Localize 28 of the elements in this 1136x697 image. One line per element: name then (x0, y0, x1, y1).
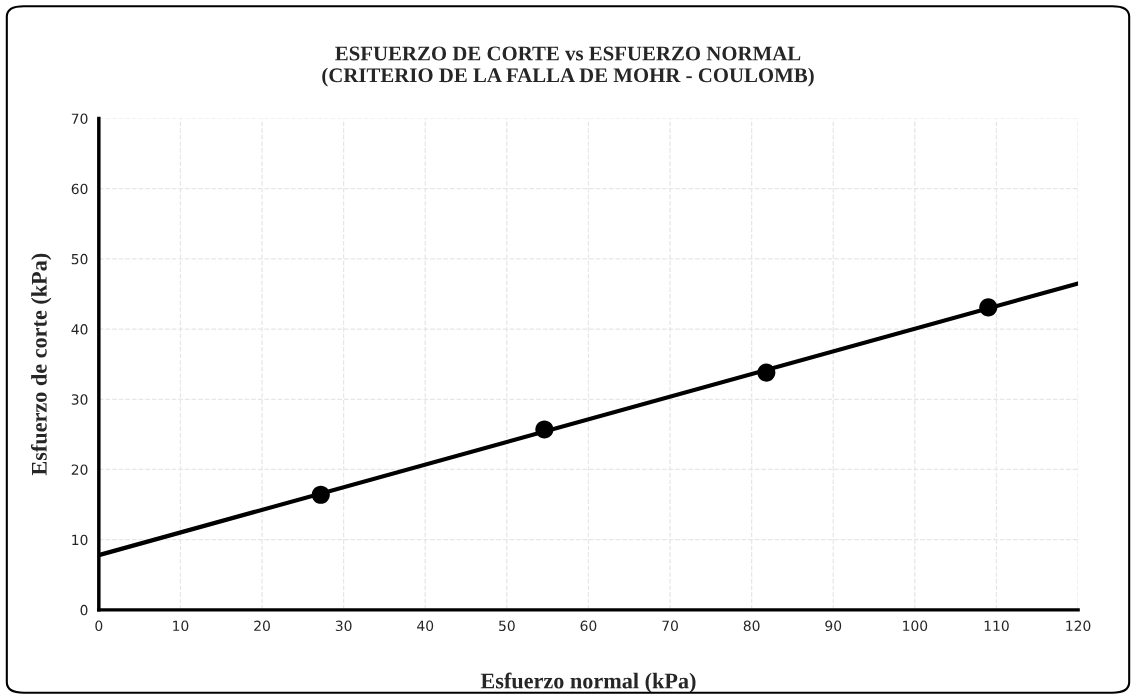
x-tick-label: 30 (335, 620, 352, 632)
y-tick-label: 50 (71, 253, 88, 265)
x-tick-label: 20 (254, 620, 270, 632)
point (979, 298, 998, 317)
x-tick-label: 120 (1066, 620, 1091, 632)
y-axis-title: Esfuerzo de corte (kPa) (30, 253, 52, 476)
y-tick-label: 30 (71, 394, 88, 405)
x-tick-label: 80 (743, 620, 760, 632)
x-tick-label: 50 (499, 620, 515, 632)
y-tick-label: 10 (72, 534, 88, 546)
x-tick-label: 110 (984, 620, 1009, 632)
point (535, 420, 554, 439)
y-tick-label: 70 (71, 113, 88, 124)
point (311, 485, 330, 504)
y-tick-label: 40 (71, 324, 88, 335)
x-tick-label: 0 (95, 620, 103, 632)
x-tick-label: 100 (903, 620, 928, 632)
x-tick-label: 10 (173, 620, 189, 632)
x-tick-label: 90 (825, 620, 842, 632)
x-tick-label: 70 (662, 620, 678, 632)
y-tick-label: 20 (71, 464, 88, 475)
y-tick-label: 0 (80, 604, 88, 616)
x-tick-label: 40 (417, 620, 434, 632)
x-tick-label: 60 (580, 620, 597, 632)
chart-title: ESFUERZO DE CORTE vs ESFUERZO NORMAL (CRITERIO DE LA FALLA DE MOHR - COULOMB) (322, 46, 814, 87)
x-axis-title: Esfuerzo normal (kPa) (480, 672, 696, 693)
point (757, 363, 776, 382)
y-tick-label: 60 (71, 183, 88, 195)
